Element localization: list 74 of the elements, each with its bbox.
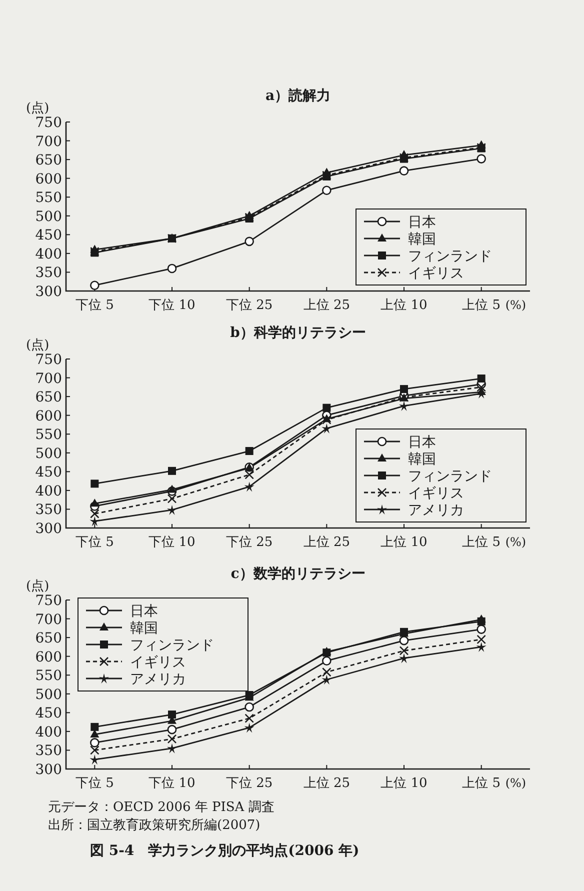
legend-label: イギリス: [408, 266, 464, 282]
y-tick-label: 700: [35, 134, 62, 150]
y-tick-label: 300: [35, 521, 62, 537]
legend-label: フィンランド: [130, 638, 214, 654]
legend-label: 韓国: [130, 620, 158, 636]
x-tick-label: 上位 5: [462, 298, 501, 313]
y-tick-label: 650: [35, 152, 62, 169]
x-tick-label: 上位 10: [380, 298, 428, 313]
x-tick-label: 下位 10: [148, 535, 196, 550]
x-tick-label: 上位 10: [380, 535, 428, 550]
y-tick-label: 600: [35, 408, 62, 424]
y-tick-label: 350: [35, 743, 62, 760]
y-tick-label: 450: [35, 464, 62, 481]
x-tick-label: 上位 5: [462, 776, 501, 791]
x-axis-title: (%): [505, 776, 526, 790]
y-tick-label: 400: [35, 246, 62, 262]
y-tick-label: 550: [35, 190, 62, 206]
x-tick-label: 上位 5: [462, 535, 501, 550]
legend-label: 韓国: [408, 452, 436, 468]
y-tick-label: 400: [35, 724, 62, 740]
caption: 図 5-4 学力ランク別の平均点(2006 年): [90, 843, 360, 859]
y-tick-label: 750: [35, 593, 62, 609]
legend-label: アメリカ: [130, 672, 186, 688]
legend-label: フィンランド: [408, 248, 492, 264]
y-tick-label: 500: [35, 446, 62, 462]
legend-label: イギリス: [130, 654, 186, 670]
y-tick-label: 300: [35, 284, 62, 300]
y-axis-title: (点): [26, 579, 50, 594]
x-tick-label: 下位 25: [226, 535, 273, 550]
y-tick-label: 750: [35, 352, 62, 368]
x-axis-title: (%): [505, 535, 526, 549]
x-tick-label: 下位 10: [148, 776, 196, 791]
y-tick-label: 650: [35, 630, 62, 647]
x-tick-label: 上位 25: [303, 776, 350, 791]
x-tick-label: 下位 5: [75, 535, 114, 550]
y-tick-label: 350: [35, 265, 62, 282]
y-tick-label: 750: [35, 115, 62, 131]
y-tick-label: 650: [35, 390, 62, 406]
y-axis-title: (点): [26, 338, 50, 353]
legend-label: イギリス: [408, 486, 464, 502]
x-tick-label: 下位 5: [75, 776, 114, 791]
x-tick-label: 上位 25: [303, 298, 350, 313]
x-tick-label: 下位 5: [75, 298, 114, 313]
x-tick-label: 下位 25: [226, 776, 273, 791]
y-tick-label: 700: [35, 612, 62, 628]
chart-title: a）読解力: [265, 87, 331, 104]
x-axis-title: (%): [505, 298, 526, 312]
y-tick-label: 600: [35, 171, 62, 188]
y-tick-label: 600: [35, 649, 62, 666]
x-tick-label: 上位 10: [380, 776, 428, 791]
legend-label: 日本: [408, 214, 436, 230]
y-axis-title: (点): [26, 101, 50, 116]
x-tick-label: 上位 25: [303, 535, 350, 550]
legend-label: アメリカ: [408, 502, 464, 518]
legend-label: 韓国: [408, 232, 436, 248]
y-tick-label: 550: [35, 668, 62, 684]
chart-title: c）数学的リテラシー: [230, 566, 366, 582]
y-tick-label: 550: [35, 427, 62, 444]
y-tick-label: 700: [35, 370, 62, 387]
y-tick-label: 450: [35, 706, 62, 722]
x-tick-label: 下位 10: [148, 298, 196, 313]
legend-label: 日本: [130, 604, 158, 620]
legend-label: フィンランド: [408, 468, 492, 484]
y-tick-label: 300: [35, 762, 62, 778]
y-tick-label: 500: [35, 208, 62, 225]
legend-label: 日本: [408, 434, 436, 450]
text: 出所：国立教育政策研究所編(2007): [48, 817, 260, 833]
y-tick-label: 450: [35, 228, 62, 244]
y-tick-label: 400: [35, 483, 62, 500]
text: 元データ：OECD 2006 年 PISA 調査: [48, 800, 274, 815]
x-tick-label: 下位 25: [226, 298, 273, 313]
y-tick-label: 350: [35, 502, 62, 518]
y-tick-label: 500: [35, 686, 62, 703]
chart-title: b）科学的リテラシー: [230, 325, 366, 341]
